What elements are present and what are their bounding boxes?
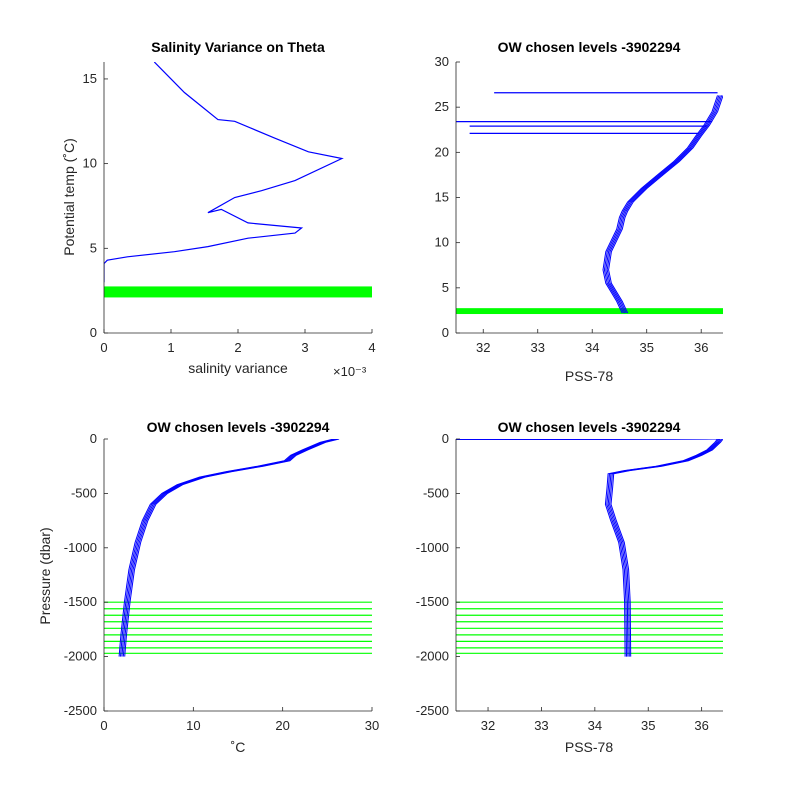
y-tick-label: 0 (442, 431, 449, 446)
panel-title: Salinity Variance on Theta (151, 39, 325, 55)
y-tick-label: 5 (442, 280, 449, 295)
x-tick-label: 20 (275, 718, 289, 733)
y-tick-label: 15 (83, 71, 97, 86)
panel-salinity-pressure: OW chosen levels -3902294 PSS-78 32 33 34 3… (416, 419, 723, 755)
x-tick-label: 33 (534, 718, 548, 733)
y-tick-label: -1500 (64, 594, 97, 609)
x-tick-label: 33 (531, 340, 545, 355)
y-tick-label: 10 (83, 156, 97, 171)
plot-content (104, 439, 372, 657)
y-tick-label: -500 (423, 485, 449, 500)
data-series-line (120, 439, 336, 657)
x-tick-label: 36 (694, 340, 708, 355)
data-series-line (118, 439, 334, 657)
x-tick-label: 32 (481, 718, 495, 733)
plot-area: 0 10 20 30 -2500 -2000 -1500 -1000 -500 0 (64, 431, 379, 733)
y-tick-label: 0 (90, 431, 97, 446)
x-tick-label: 36 (694, 718, 708, 733)
data-series-line (104, 62, 344, 283)
x-axis-label: PSS-78 (565, 368, 613, 384)
x-tick-label: 2 (234, 340, 241, 355)
data-series-line (124, 439, 340, 657)
data-series-line (607, 439, 721, 657)
panel-ts-chosen-levels: OW chosen levels -3902294 PSS-78 32 33 34 3… (435, 39, 723, 384)
y-tick-label: 20 (435, 144, 449, 159)
y-axis-label: Potential temp (˚C) (61, 138, 77, 255)
data-series-line (608, 95, 723, 314)
panel-title: OW chosen levels -3902294 (147, 419, 330, 435)
panel-title: OW chosen levels -3902294 (498, 419, 681, 435)
y-tick-label: 15 (435, 190, 449, 205)
data-series-line (606, 439, 720, 657)
x-tick-label: 3 (301, 340, 308, 355)
x-axis-label: ˚C (231, 739, 246, 755)
plot-content (456, 92, 723, 315)
x-tick-label: 34 (585, 340, 599, 355)
y-tick-label: -2500 (64, 703, 97, 718)
y-tick-label: 25 (435, 99, 449, 114)
y-tick-label: -500 (71, 485, 97, 500)
y-axis-label: Pressure (dbar) (37, 527, 53, 624)
x-tick-label: 4 (368, 340, 375, 355)
y-tick-label: 30 (435, 54, 449, 69)
y-tick-label: -2000 (416, 649, 449, 664)
y-tick-label: 10 (435, 235, 449, 250)
y-tick-label: 5 (90, 240, 97, 255)
y-tick-label: -1500 (416, 594, 449, 609)
data-series-line (609, 439, 723, 657)
x-axis-label: PSS-78 (565, 739, 613, 755)
panel-temperature-pressure: OW chosen levels -3902294 ˚C Pressure (d… (37, 419, 379, 755)
highlight-band (456, 308, 723, 315)
x-tick-label: 1 (167, 340, 174, 355)
data-series-line (458, 439, 721, 440)
data-series-line (122, 439, 338, 657)
data-series-line (604, 439, 718, 657)
plot-area: 0 1 2 3 4 0 5 10 15 (83, 62, 376, 355)
y-tick-label: 0 (442, 325, 449, 340)
plot-content (104, 62, 372, 298)
x-tick-label: 35 (639, 340, 653, 355)
data-series-line (610, 439, 723, 657)
plot-area: 32 33 34 35 36 0 5 10 15 20 25 30 (435, 54, 723, 355)
panel-salinity-variance: Salinity Variance on Theta salinity vari… (61, 39, 376, 379)
x-tick-label: 32 (476, 340, 490, 355)
x-axis-exponent: ×10⁻³ (333, 364, 367, 379)
data-series-line (605, 95, 721, 314)
y-tick-label: -2500 (416, 703, 449, 718)
x-tick-label: 34 (588, 718, 602, 733)
y-tick-label: -2000 (64, 649, 97, 664)
x-tick-label: 10 (186, 718, 200, 733)
x-tick-label: 30 (365, 718, 379, 733)
x-tick-label: 0 (100, 340, 107, 355)
data-series-line (606, 95, 723, 314)
x-tick-label: 35 (641, 718, 655, 733)
panel-title: OW chosen levels -3902294 (498, 39, 681, 55)
x-tick-label: 0 (100, 718, 107, 733)
y-tick-label: -1000 (416, 540, 449, 555)
y-tick-label: 0 (90, 325, 97, 340)
data-series-line (602, 95, 718, 314)
plot-content (456, 439, 723, 657)
data-series-line (121, 439, 337, 657)
plot-area: 32 33 34 35 36 -2500 -2000 -1500 -1000 -500 0 (416, 431, 723, 733)
highlight-band (104, 286, 372, 298)
x-axis-label: salinity variance (188, 360, 288, 376)
y-tick-label: -1000 (64, 540, 97, 555)
data-series-line (603, 95, 720, 314)
